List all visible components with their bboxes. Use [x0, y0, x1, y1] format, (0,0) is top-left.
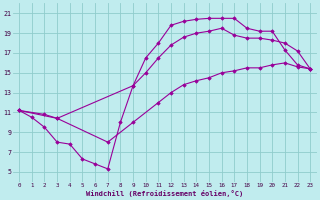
X-axis label: Windchill (Refroidissement éolien,°C): Windchill (Refroidissement éolien,°C) [86, 190, 243, 197]
